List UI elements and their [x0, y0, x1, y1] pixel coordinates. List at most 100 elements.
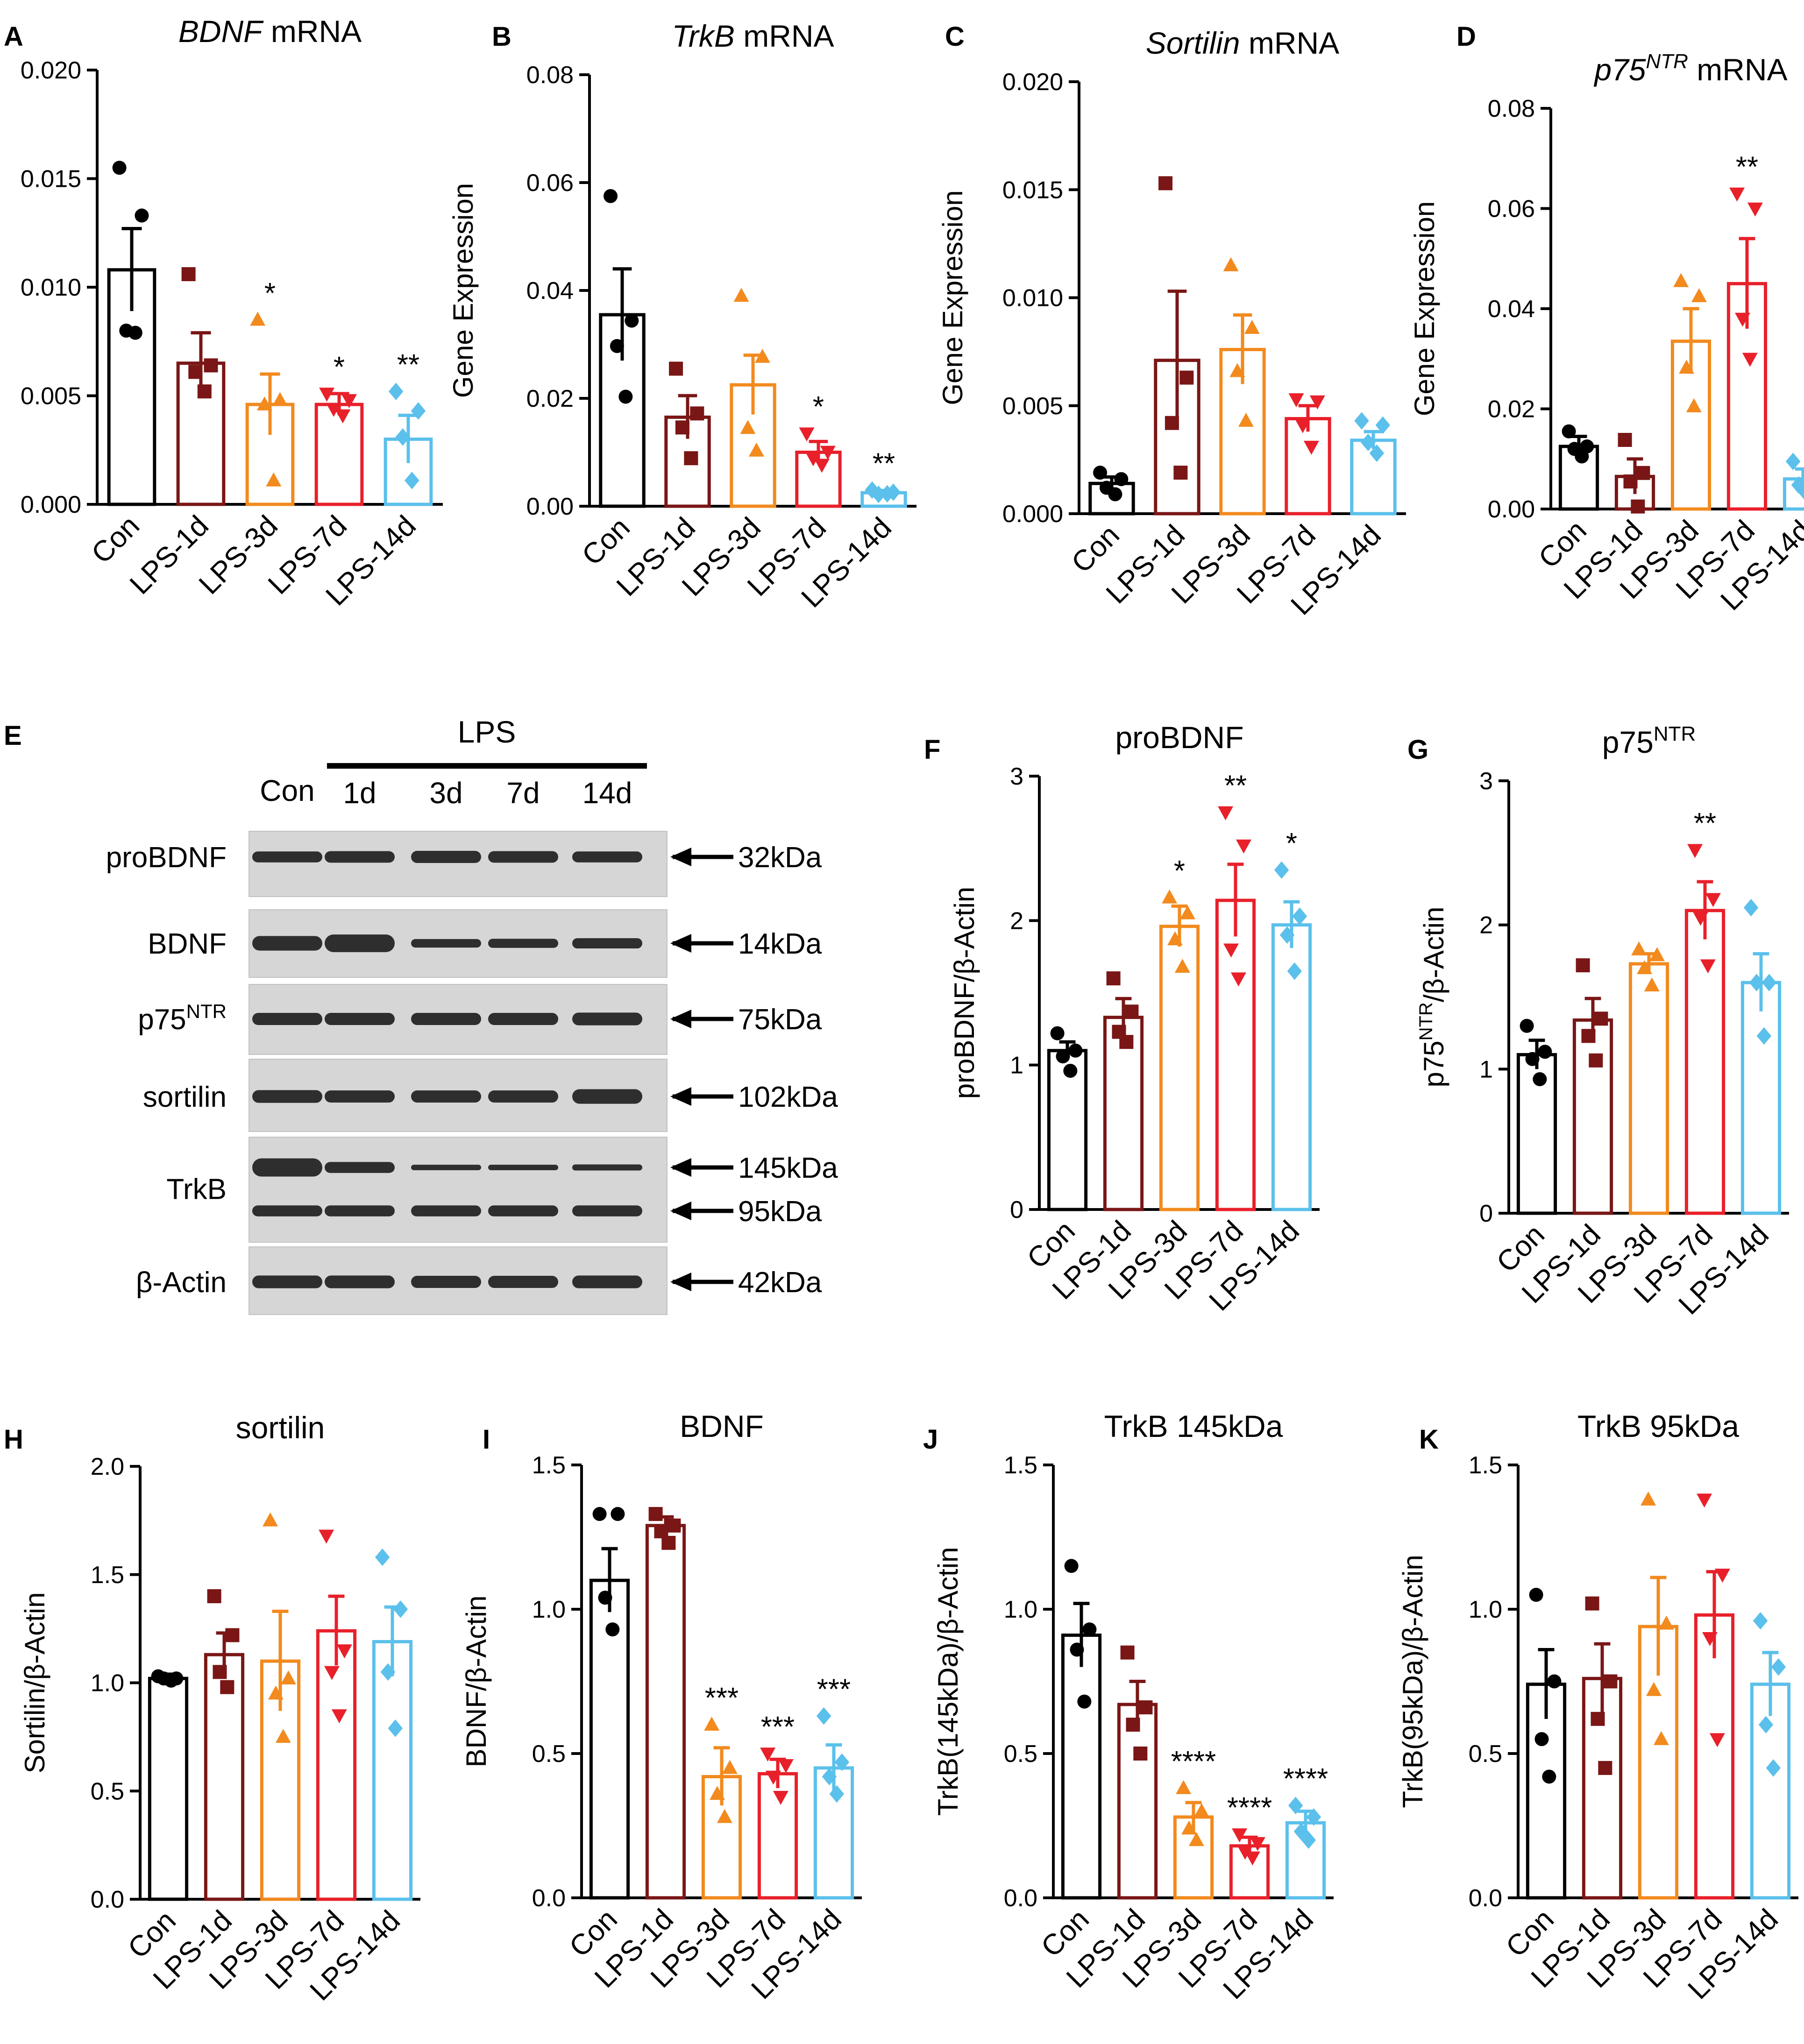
protein-band — [488, 939, 558, 948]
data-point — [1761, 974, 1777, 991]
data-point — [610, 339, 624, 353]
data-point — [690, 406, 704, 421]
title-superscript: NTR — [1654, 722, 1696, 745]
data-point — [805, 452, 821, 467]
data-point — [393, 1600, 408, 1618]
y-tick-label: 0.00 — [526, 493, 574, 520]
data-point — [128, 325, 142, 340]
data-point — [1631, 499, 1645, 514]
title-superscript: NTR — [1646, 50, 1688, 73]
y-tick-label: 0.08 — [1488, 95, 1535, 122]
data-point — [1179, 905, 1195, 919]
data-point — [1709, 1733, 1725, 1747]
bar-lps-7d — [1285, 417, 1331, 516]
title-suffix: mRNA — [1688, 52, 1788, 87]
data-point — [1309, 395, 1325, 410]
data-point — [1742, 353, 1758, 367]
y-axis-label: BDNF/β-Actin — [461, 1596, 492, 1768]
protein-band — [252, 1205, 322, 1216]
data-point — [388, 1719, 403, 1737]
data-point — [1288, 1796, 1303, 1814]
data-point — [1244, 320, 1260, 334]
data-point — [213, 1665, 227, 1679]
data-point — [1250, 1837, 1265, 1851]
data-point — [1232, 1828, 1248, 1843]
data-point — [1292, 907, 1307, 925]
data-point — [1119, 1035, 1134, 1049]
data-point — [1649, 947, 1665, 962]
blot-row-label: proBDNF — [106, 842, 227, 874]
protein-band — [572, 1275, 642, 1288]
data-point — [773, 1790, 788, 1805]
data-point — [319, 388, 335, 402]
y-tick-label: 0.0 — [1004, 1885, 1037, 1912]
significance-label: **** — [1171, 1746, 1216, 1778]
protein-band — [252, 1090, 322, 1103]
panel-letter: F — [924, 735, 940, 765]
data-point — [1236, 839, 1251, 854]
data-point — [1295, 419, 1311, 433]
bar-lps-7d — [314, 403, 364, 506]
data-point — [1534, 1732, 1549, 1747]
data-point — [1618, 432, 1632, 447]
significance-label: **** — [1227, 1792, 1272, 1824]
arrow-head — [670, 934, 691, 953]
y-tick-label: 1.5 — [1469, 1452, 1502, 1479]
panel-letter: J — [923, 1424, 938, 1455]
data-point — [684, 451, 698, 466]
lane-label: 7d — [506, 776, 540, 810]
protein-band — [325, 934, 395, 952]
bar-con — [148, 1676, 189, 1901]
significance-label: ** — [1694, 807, 1716, 840]
data-point — [1673, 273, 1689, 287]
data-point — [834, 1753, 850, 1771]
data-point — [1237, 1846, 1253, 1860]
data-point — [1594, 1011, 1608, 1026]
data-point — [1138, 1700, 1153, 1715]
data-point — [748, 442, 764, 457]
bar-lps-1d — [1572, 1018, 1613, 1215]
arrow-head — [670, 1202, 691, 1220]
data-point — [722, 1760, 738, 1774]
data-point — [1603, 1674, 1618, 1689]
data-point — [1288, 393, 1304, 408]
protein-band — [325, 1090, 395, 1103]
significance-label: * — [264, 277, 276, 310]
protein-band — [325, 851, 395, 863]
protein-band — [252, 1013, 322, 1025]
data-point — [1747, 202, 1763, 217]
arrow-head — [670, 1158, 691, 1177]
lps-label: LPS — [458, 714, 516, 749]
data-point — [1576, 958, 1590, 973]
data-point — [816, 1707, 831, 1725]
data-point — [778, 1759, 794, 1773]
y-label-part: /β-Actin — [1418, 907, 1449, 1003]
data-point — [1279, 926, 1295, 944]
data-point — [1354, 412, 1369, 430]
bar-lps-14d — [1740, 981, 1782, 1215]
chart-title: p75NTR — [1602, 722, 1696, 759]
x-tick-label: LPS-1d — [124, 509, 215, 601]
row-label-text: β-Actin — [136, 1266, 227, 1299]
chart-title: TrkB 95kDa — [1577, 1409, 1739, 1443]
data-point — [1306, 1808, 1321, 1826]
data-point — [1082, 1622, 1097, 1637]
data-point — [1691, 288, 1707, 302]
data-point — [1562, 424, 1576, 439]
y-axis-label: p75NTR/β-Actin — [1416, 907, 1449, 1088]
y-tick-label: 0 — [1479, 1200, 1493, 1227]
data-point — [326, 403, 341, 417]
data-point — [669, 361, 683, 376]
data-point — [1631, 941, 1647, 955]
data-point — [1056, 1049, 1070, 1064]
protein-band — [411, 1090, 481, 1103]
y-tick-label: 0.5 — [91, 1778, 124, 1805]
significance-label: * — [334, 351, 345, 383]
data-point — [598, 1591, 612, 1605]
panel-letter: K — [1419, 1424, 1439, 1455]
data-point — [880, 485, 895, 503]
data-point — [733, 288, 749, 302]
data-point — [1538, 1045, 1552, 1059]
protein-band — [411, 1013, 481, 1025]
